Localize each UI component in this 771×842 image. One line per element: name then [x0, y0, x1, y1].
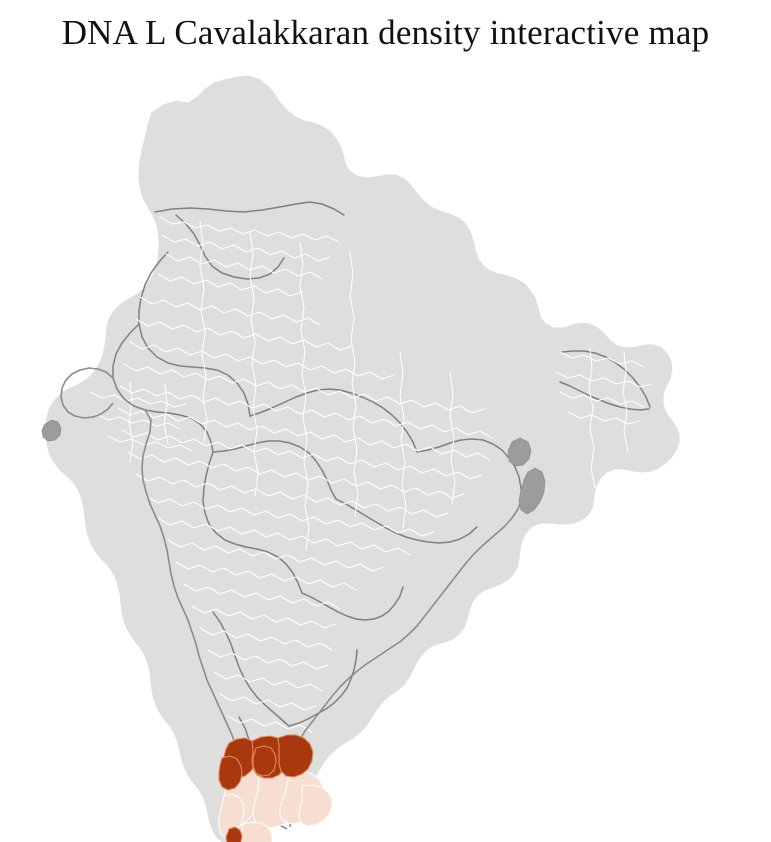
district-lines-south-5 — [191, 605, 337, 629]
district-lines-north-4 — [157, 273, 303, 297]
district-lines-north-3 — [165, 253, 323, 280]
highlight-low-density-group — [218, 764, 333, 842]
high-density-district-4[interactable] — [218, 755, 243, 791]
coastline-kutch — [60, 367, 114, 419]
map-canvas[interactable] — [0, 52, 771, 842]
state-boundary-bihar-bengal — [416, 438, 523, 500]
district-lines-south-1 — [157, 517, 411, 556]
district-lines-vertical-5 — [399, 351, 407, 529]
dark-patch-odisha-coast — [518, 467, 546, 515]
page-title: DNA L Cavalakkaran density interactive m… — [61, 13, 710, 52]
district-lines-gujarat-vertical-2 — [163, 383, 169, 445]
district-lines-vertical-3 — [299, 241, 310, 551]
district-lines-north — [159, 216, 340, 243]
state-boundary-himachal-punjab — [175, 214, 285, 280]
district-lines-south-10 — [227, 715, 313, 733]
high-density-district-6-coast[interactable] — [225, 826, 243, 842]
state-boundary-maharashtra — [202, 451, 303, 594]
district-lines-ne-vertical-2 — [622, 351, 629, 453]
district-lines-vertical-4 — [349, 251, 359, 517]
district-lines-south-3 — [175, 561, 357, 591]
district-lines-south-4 — [183, 583, 341, 610]
state-boundary-jk — [154, 201, 345, 216]
district-lines-deccan-3 — [145, 495, 435, 537]
high-density-district-3[interactable] — [277, 734, 314, 778]
district-lines-south-8 — [213, 671, 323, 692]
district-lines-ne-4 — [567, 411, 641, 425]
dark-edge-patches-group — [41, 419, 546, 515]
district-lines-central-2 — [117, 407, 491, 461]
state-boundary-odisha — [335, 498, 478, 544]
state-boundary-assam — [561, 350, 651, 408]
district-lines-ne-vertical — [588, 347, 596, 489]
district-lines-rajasthan — [139, 296, 321, 326]
district-lines-south-6 — [199, 627, 333, 651]
district-lines-gujarat-vertical — [128, 381, 134, 463]
district-lines-vertical-1 — [199, 221, 208, 443]
district-lines-gujarat-3 — [107, 435, 193, 452]
district-lines-ne-3 — [559, 391, 645, 408]
district-lines-south-7 — [207, 649, 329, 670]
district-lines-deccan — [127, 451, 465, 499]
district-lines-south-2 — [167, 539, 385, 572]
highlight-high-density-group — [218, 734, 314, 842]
district-lines-south-9 — [219, 693, 317, 711]
district-lines-central — [119, 385, 493, 439]
district-boundaries-group — [89, 216, 653, 733]
district-lines-gujarat-2 — [95, 413, 181, 430]
district-lines-gangetic — [129, 341, 395, 380]
district-lines-gujarat-1 — [89, 391, 187, 408]
district-lines-rajasthan-2 — [135, 318, 353, 351]
district-lines-ne-2 — [555, 371, 653, 388]
dark-patch-kutch-west — [41, 419, 62, 442]
high-density-district-5[interactable] — [252, 745, 277, 777]
district-lines-gangetic-2 — [123, 363, 485, 414]
dark-patch-bengal-delta — [507, 437, 532, 467]
state-boundary-mp — [212, 440, 337, 500]
district-lines-vertical-2 — [249, 231, 259, 497]
india-landmass-group — [44, 74, 681, 842]
india-choropleth-map[interactable] — [0, 52, 771, 842]
district-lines-ne-1 — [559, 351, 645, 368]
low-density-district-tn-east[interactable] — [298, 784, 333, 827]
state-boundary-telangana — [301, 586, 404, 621]
state-boundary-andhra — [288, 649, 358, 727]
district-lines-central-3 — [121, 429, 483, 480]
india-landmass[interactable] — [44, 74, 681, 842]
state-boundary-northeast — [559, 381, 650, 411]
district-lines-deccan-2 — [135, 473, 449, 518]
district-lines-vertical-6 — [449, 371, 456, 505]
